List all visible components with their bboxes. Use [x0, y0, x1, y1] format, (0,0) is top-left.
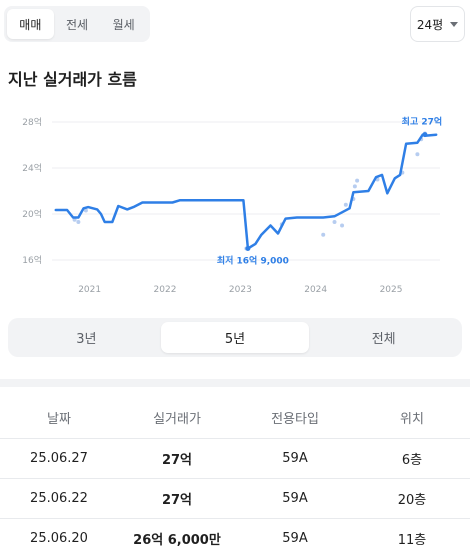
row-date: 25.06.22	[0, 478, 118, 519]
tab-all[interactable]: 전체	[371, 332, 396, 347]
header-price: 실거래가	[118, 398, 236, 439]
row-price: 26억 6,000만	[118, 518, 236, 554]
x-tick-label: 2025	[380, 285, 403, 295]
data-point	[340, 223, 345, 228]
table-header-row: 날짜 실거래가 전용타입 위치	[0, 398, 470, 439]
max-point-marker	[422, 132, 428, 138]
row-floor: 6층	[354, 438, 470, 479]
data-point	[352, 184, 357, 189]
y-tick-label: 24억	[22, 162, 42, 174]
max-price-label: 최고 27억	[402, 116, 443, 128]
row-floor: 20층	[354, 478, 470, 519]
row-floor: 11층	[354, 518, 470, 554]
tab-sale[interactable]: 매매	[7, 9, 54, 39]
period-tabs: 3년 5년 전체	[8, 318, 462, 357]
row-price: 27억	[118, 438, 236, 479]
x-tick-label: 2024	[304, 285, 327, 295]
data-point	[76, 220, 81, 225]
data-point	[321, 232, 326, 237]
row-date: 25.06.27	[0, 438, 118, 479]
section-divider	[0, 379, 470, 387]
x-tick-label: 2022	[154, 285, 177, 295]
table-row[interactable]: 25.06.27 27억 59A 6층	[0, 438, 470, 479]
x-tick-label: 2021	[78, 285, 101, 295]
tab-jeonse[interactable]: 전세	[65, 17, 89, 32]
price-history-chart: 28억 24억 20억 16억 2021 2022 2023 2024 2025 최고 27억…	[22, 116, 443, 295]
price-series-line	[54, 133, 438, 250]
tab-3-years[interactable]: 3년	[76, 332, 97, 347]
chevron-down-icon	[450, 21, 459, 27]
data-point	[343, 202, 348, 207]
y-tick-label: 28억	[22, 116, 42, 128]
header-floor: 위치	[354, 398, 470, 439]
row-date: 25.06.20	[0, 518, 118, 554]
row-type: 59A	[236, 518, 354, 554]
data-point	[415, 152, 420, 157]
header-type: 전용타입	[236, 398, 354, 439]
data-point	[83, 208, 88, 213]
min-point-marker	[245, 246, 251, 251]
header-date: 날짜	[0, 398, 118, 439]
trade-type-tabs: 매매 전세 월세	[4, 6, 150, 42]
size-dropdown[interactable]: 24평	[410, 6, 465, 42]
table-row[interactable]: 25.06.22 27억 59A 20층	[0, 478, 470, 519]
row-type: 59A	[236, 438, 354, 479]
transactions-table: 날짜 실거래가 전용타입 위치 25.06.27 27억 59A 6층 25.0…	[0, 398, 470, 554]
y-tick-label: 16억	[22, 254, 42, 266]
tab-5-years[interactable]: 5년	[160, 322, 310, 353]
size-dropdown-value: 24평	[416, 17, 444, 32]
table-row[interactable]: 25.06.20 26억 6,000만 59A 11층	[0, 518, 470, 554]
tab-monthly-rent[interactable]: 월세	[112, 17, 135, 32]
row-type: 59A	[236, 478, 354, 519]
x-tick-label: 2023	[229, 285, 252, 295]
data-point	[355, 178, 360, 183]
min-price-label: 최저 16억 9,000	[217, 255, 289, 267]
row-price: 27억	[118, 478, 236, 519]
section-title: 지난 실거래가 흐름	[8, 70, 137, 89]
y-tick-label: 20억	[22, 208, 42, 220]
data-point	[332, 220, 337, 225]
